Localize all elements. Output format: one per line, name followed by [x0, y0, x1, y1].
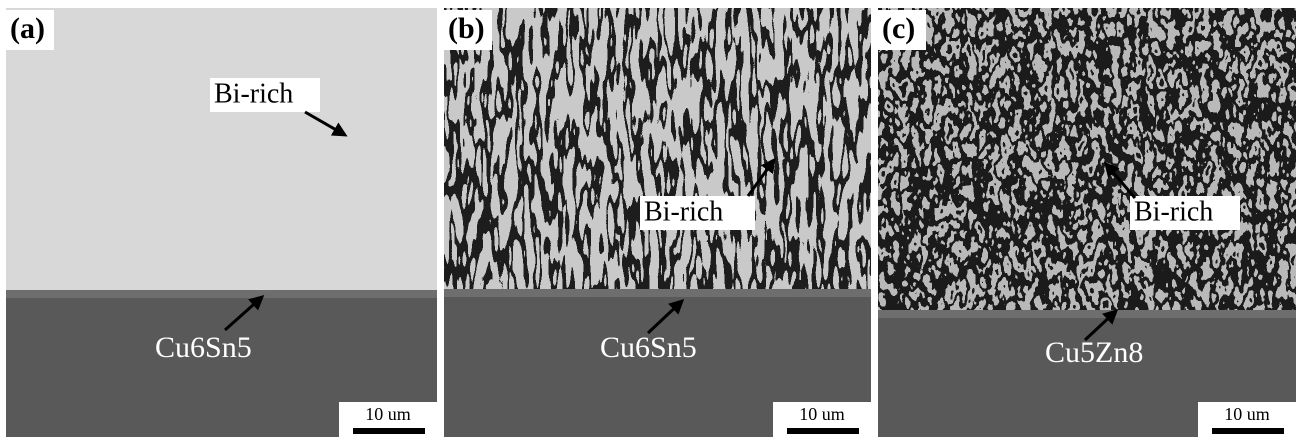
phase-label: Bi-rich [214, 78, 293, 109]
scale-bar [353, 428, 425, 434]
phase-label: Bi-rich [644, 196, 723, 227]
panel-label: (c) [882, 12, 915, 45]
scale-label: 10 um [799, 404, 845, 424]
imc-layer [444, 289, 871, 297]
panel-label: (b) [448, 12, 485, 45]
layer-label: Cu6Sn5 [155, 331, 252, 364]
imc-layer [878, 310, 1296, 318]
micrograph-panel: (a) Bi-rich Cu6Sn5 10 um [6, 8, 437, 437]
phase-texture [6, 8, 437, 298]
figure: (a) Bi-rich Cu6Sn5 10 um (b) Bi-rich Cu6Sn5 10 … [0, 0, 1299, 437]
layer-label: Cu5Zn8 [1045, 336, 1143, 369]
scale-label: 10 um [1224, 404, 1270, 424]
layer-label: Cu6Sn5 [600, 331, 697, 364]
scale-bar [787, 428, 859, 434]
micrograph-panel: (c) Bi-rich Cu5Zn8 10 um [878, 8, 1296, 437]
panel-label: (a) [10, 12, 45, 45]
scale-label: 10 um [365, 404, 411, 424]
phase-texture [444, 8, 871, 297]
scale-bar [1212, 428, 1284, 434]
imc-layer [6, 290, 437, 298]
phase-label: Bi-rich [1134, 196, 1213, 227]
phase-texture [878, 8, 1296, 318]
micrograph-panel: (b) Bi-rich Cu6Sn5 10 um [444, 8, 871, 437]
